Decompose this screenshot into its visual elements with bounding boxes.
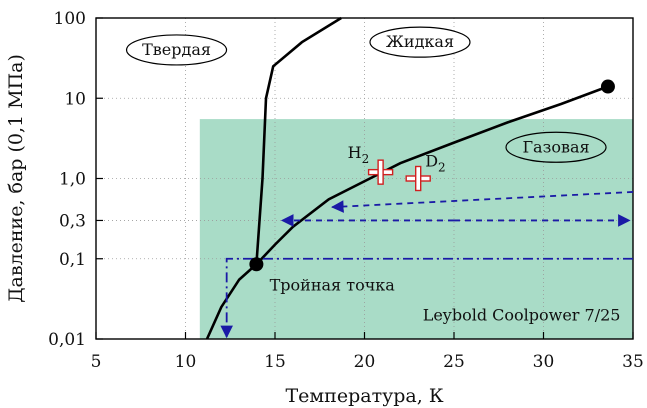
liquid-region-label: Жидкая xyxy=(386,32,454,51)
marker-bar-v xyxy=(415,165,422,192)
x-tick-label: 10 xyxy=(175,352,197,372)
y-tick-labels: 0,01 0,1 0,3 1,0 10 100 xyxy=(48,9,86,350)
solid-region-label: Твердая xyxy=(142,40,211,59)
solid-region-ellipse xyxy=(125,34,228,66)
x-tick-label: 20 xyxy=(354,352,376,372)
critical-point xyxy=(600,79,615,94)
x-tick-label: 30 xyxy=(533,352,555,372)
cooler-label: Leybold Coolpower 7/25 xyxy=(423,306,621,325)
liquid-region-ellipse xyxy=(369,26,471,58)
y-tick-label: 100 xyxy=(54,9,86,29)
x-tick-label: 35 xyxy=(622,352,644,372)
y-tick-label: 1,0 xyxy=(59,170,86,190)
gas-region-ellipse xyxy=(505,131,607,163)
marker-h2: H2 xyxy=(348,143,394,185)
gas-markers: H2 D2 xyxy=(348,143,446,192)
gas-region-label: Газовая xyxy=(522,137,589,156)
plot-frame xyxy=(95,17,634,340)
y-axis-title: Давление, бар (0,1 МПа) xyxy=(5,54,27,303)
triple-point-label: Тройная точка xyxy=(270,276,396,295)
y-tick-label: 0,1 xyxy=(59,250,86,270)
marker-bar-v xyxy=(377,159,384,185)
y-tick-label: 0,3 xyxy=(59,211,86,231)
x-axis-title: Температура, К xyxy=(285,385,443,407)
x-tick-labels: 5 10 15 20 25 30 35 xyxy=(91,352,644,372)
x-tick-label: 5 xyxy=(91,352,102,372)
triple-point xyxy=(249,257,264,272)
x-tick-label: 25 xyxy=(443,352,465,372)
y-tick-label: 0,01 xyxy=(48,330,86,350)
y-tick-label: 10 xyxy=(64,89,86,109)
x-tick-label: 15 xyxy=(264,352,286,372)
pump-path-arrow xyxy=(220,257,633,339)
